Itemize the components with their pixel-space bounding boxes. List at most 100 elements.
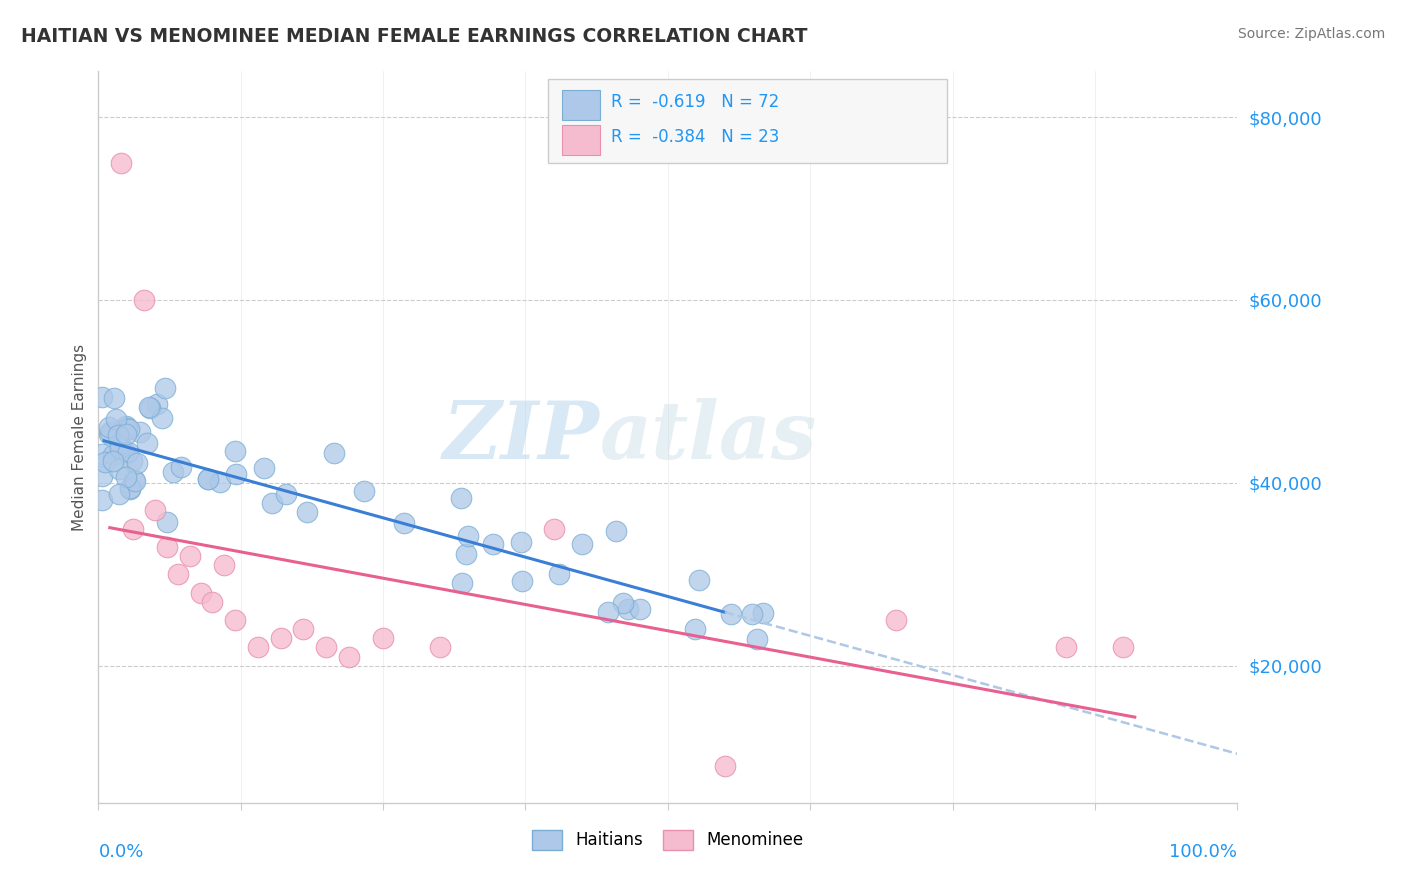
Point <box>146 397 169 411</box>
Point <box>598 605 620 619</box>
Point <box>197 472 219 486</box>
Point <box>212 558 235 573</box>
Point <box>224 444 246 458</box>
Text: 0.0%: 0.0% <box>98 843 143 861</box>
Point <box>714 759 737 773</box>
Point <box>683 622 706 636</box>
Point <box>197 472 219 486</box>
FancyBboxPatch shape <box>562 125 599 155</box>
Point <box>720 607 742 622</box>
Point <box>136 435 159 450</box>
FancyBboxPatch shape <box>548 78 946 163</box>
Point <box>150 411 173 425</box>
Point <box>451 576 474 591</box>
Point <box>482 536 505 550</box>
Point <box>94 455 117 469</box>
Point <box>114 418 136 433</box>
Point <box>167 567 190 582</box>
Point <box>90 469 112 483</box>
Point <box>274 486 297 500</box>
Text: ZIP: ZIP <box>443 399 599 475</box>
Point <box>118 481 141 495</box>
Point <box>246 640 269 655</box>
Text: 100.0%: 100.0% <box>1170 843 1237 861</box>
Legend: Haitians, Menominee: Haitians, Menominee <box>526 823 810 856</box>
Point <box>190 585 212 599</box>
Point <box>97 420 120 434</box>
Point <box>170 459 193 474</box>
Point <box>292 622 315 636</box>
Point <box>101 448 124 462</box>
Point <box>108 462 131 476</box>
Point <box>127 457 149 471</box>
Point <box>162 465 184 479</box>
Point <box>510 535 533 549</box>
Point <box>201 594 224 608</box>
Point <box>145 503 167 517</box>
Y-axis label: Median Female Earnings: Median Female Earnings <box>72 343 87 531</box>
Point <box>322 446 344 460</box>
Point <box>295 505 318 519</box>
Point <box>121 454 143 468</box>
Point <box>628 601 651 615</box>
Point <box>98 425 121 439</box>
Point <box>1056 640 1078 655</box>
Point <box>315 640 337 655</box>
Point <box>1112 640 1135 655</box>
Point <box>571 537 593 551</box>
Point <box>107 428 129 442</box>
Text: Source: ZipAtlas.com: Source: ZipAtlas.com <box>1237 27 1385 41</box>
Point <box>337 649 360 664</box>
Point <box>115 426 138 441</box>
Text: R =  -0.384   N = 23: R = -0.384 N = 23 <box>612 128 779 145</box>
Point <box>108 487 131 501</box>
Point <box>450 491 472 505</box>
Point <box>179 549 201 563</box>
Point <box>225 467 247 482</box>
Point <box>270 632 292 646</box>
Point <box>156 540 179 554</box>
Point <box>454 547 477 561</box>
FancyBboxPatch shape <box>562 89 599 120</box>
Point <box>90 492 112 507</box>
Point <box>132 293 155 307</box>
Point <box>124 475 146 489</box>
Point <box>612 596 634 610</box>
Point <box>543 521 565 535</box>
Point <box>115 470 138 484</box>
Point <box>253 460 276 475</box>
Point <box>118 422 141 436</box>
Point <box>156 515 179 529</box>
Point <box>115 421 138 435</box>
Point <box>90 390 112 404</box>
Point <box>429 640 451 655</box>
Point <box>209 475 232 489</box>
Point <box>392 516 415 531</box>
Point <box>108 441 131 455</box>
Point <box>751 606 773 620</box>
Point <box>353 484 375 499</box>
Point <box>104 411 127 425</box>
Point <box>371 632 394 646</box>
Point <box>457 529 479 543</box>
Point <box>110 437 132 451</box>
Point <box>114 445 136 459</box>
Point <box>605 524 627 538</box>
Text: atlas: atlas <box>599 399 817 475</box>
Point <box>139 401 162 416</box>
Text: HAITIAN VS MENOMINEE MEDIAN FEMALE EARNINGS CORRELATION CHART: HAITIAN VS MENOMINEE MEDIAN FEMALE EARNI… <box>21 27 807 45</box>
Point <box>121 521 143 535</box>
Point <box>884 613 907 627</box>
Point <box>101 454 124 468</box>
Point <box>153 381 176 395</box>
Point <box>129 425 152 440</box>
Point <box>122 473 145 487</box>
Point <box>120 482 142 496</box>
Point <box>262 496 284 510</box>
Point <box>510 574 533 589</box>
Point <box>548 566 571 581</box>
Point <box>688 573 710 587</box>
Point <box>138 400 160 414</box>
Point <box>110 155 132 169</box>
Point <box>103 391 125 405</box>
